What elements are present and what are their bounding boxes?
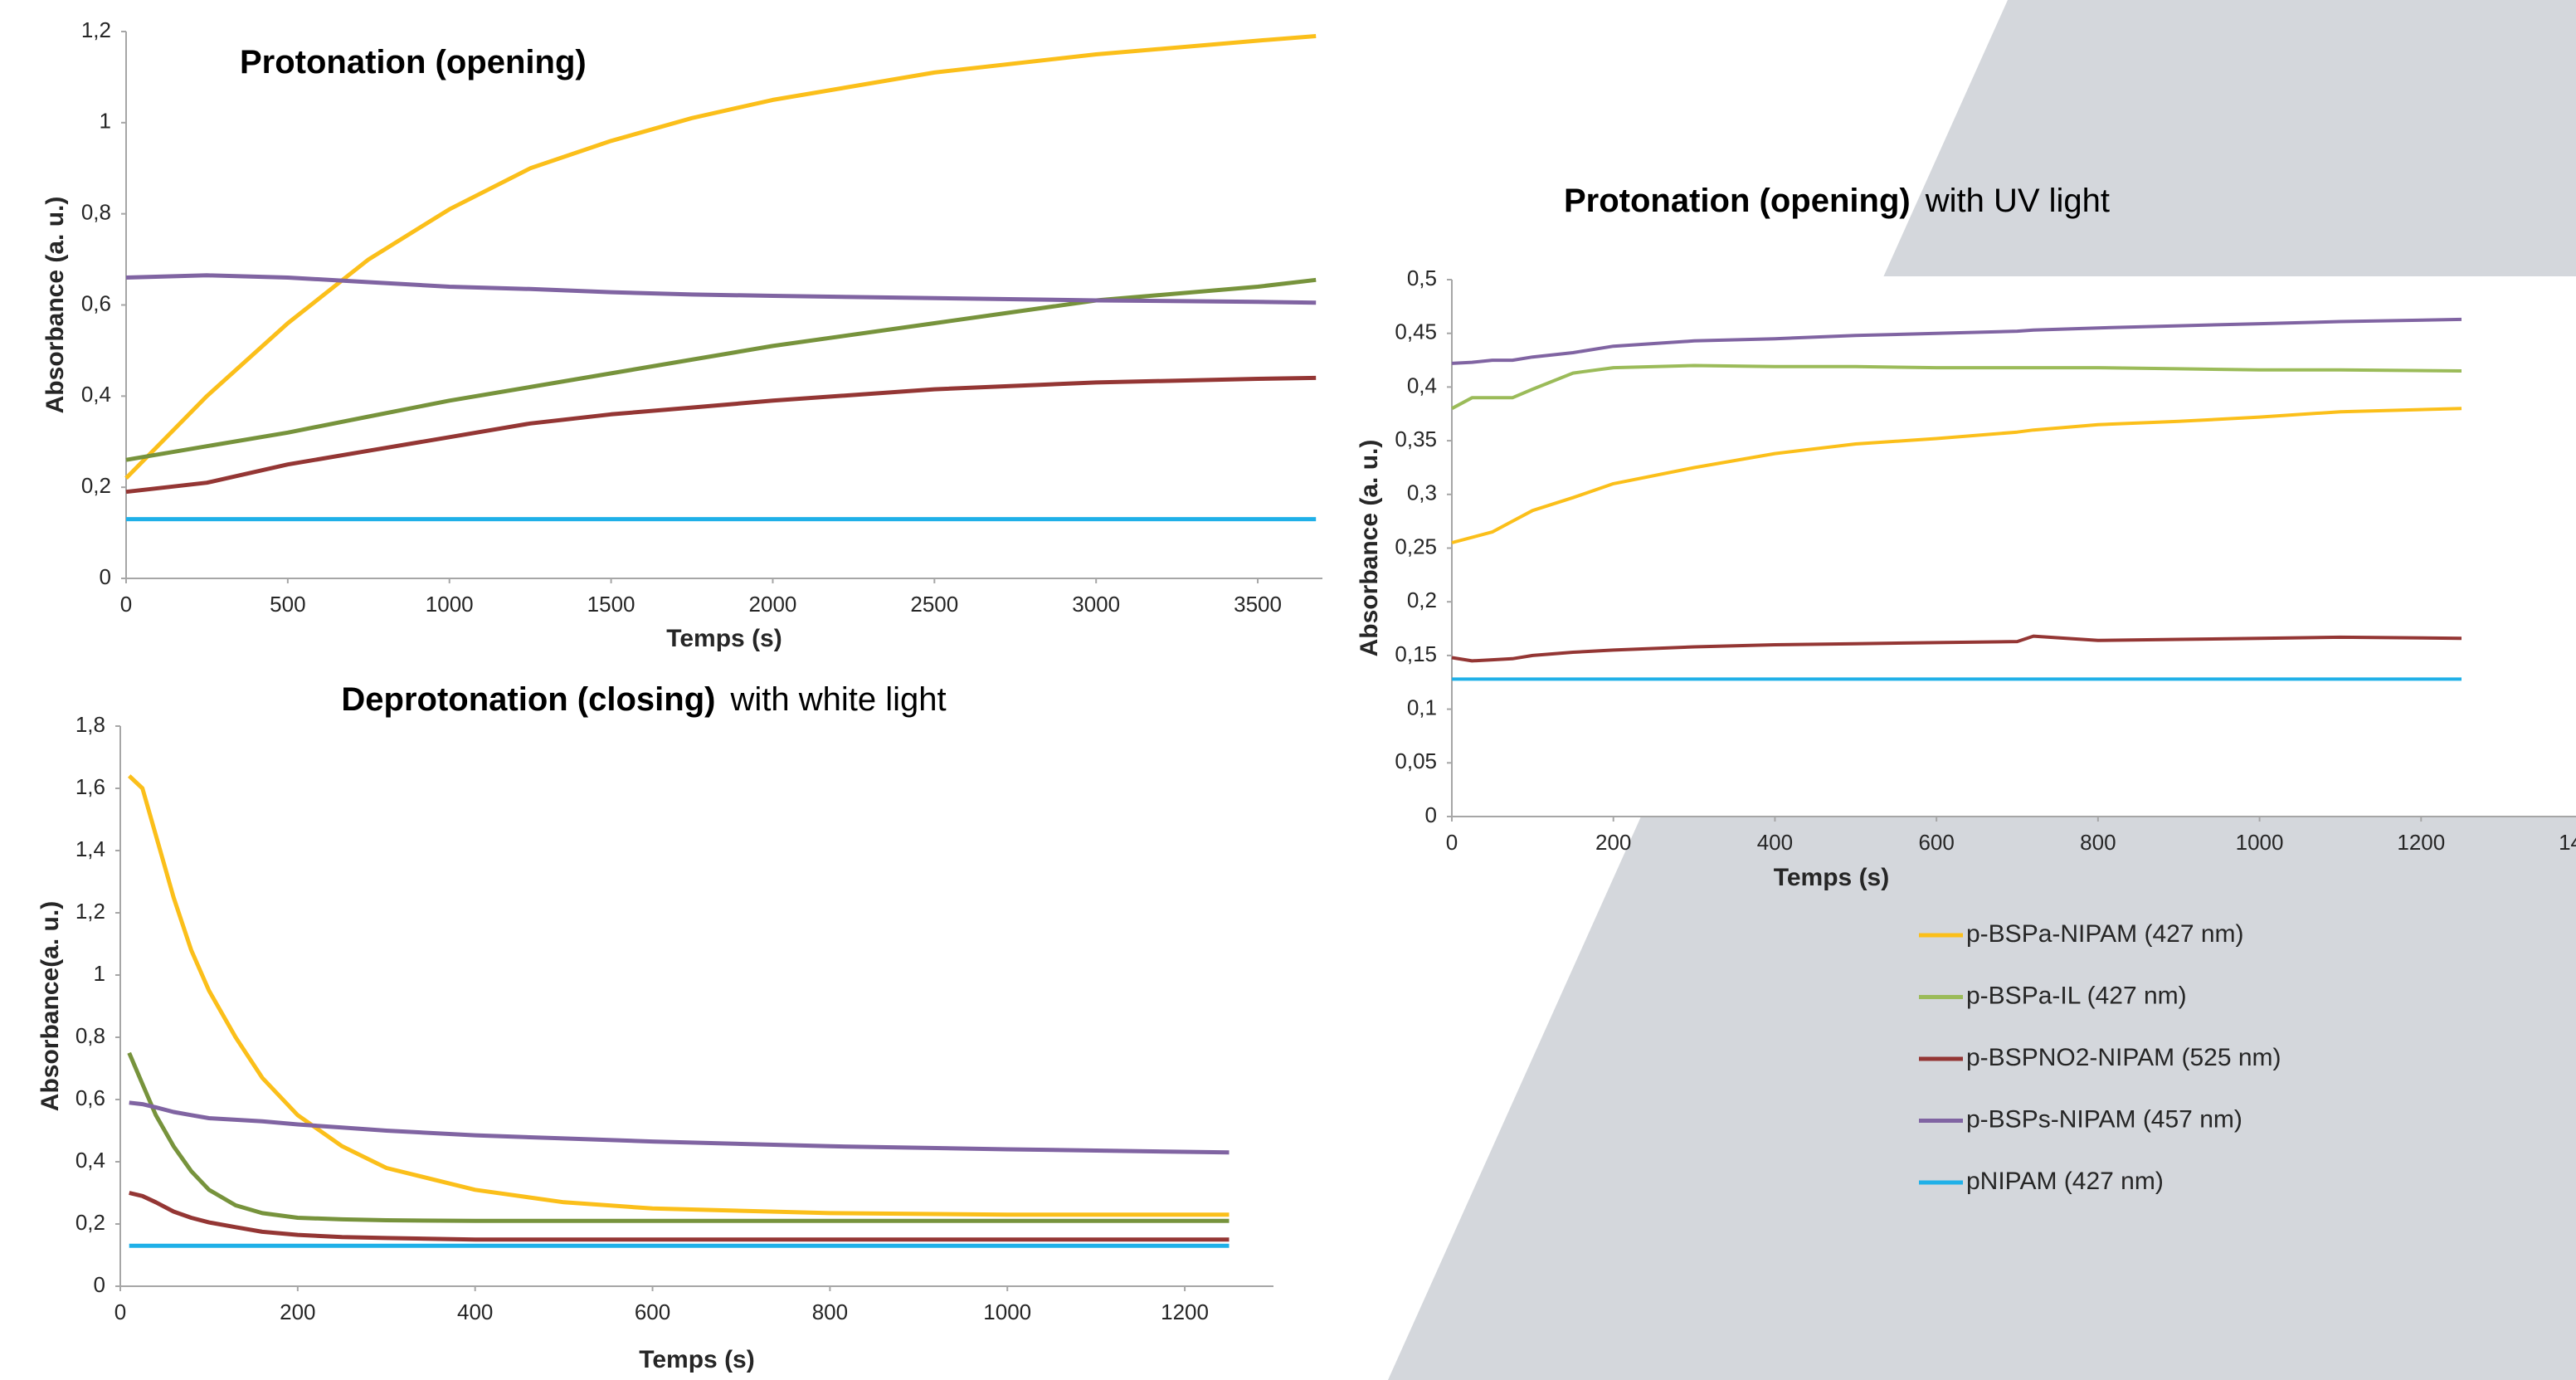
series-line xyxy=(125,277,1317,462)
series-line xyxy=(1451,363,2462,411)
x-tick-label: 200 xyxy=(1595,830,1631,855)
y-axis-label: Absorbance (a. u.) xyxy=(41,197,69,414)
y-tick-label: 1,8 xyxy=(75,712,105,737)
title-sub: with white light xyxy=(729,681,946,718)
chart-title: Deprotonation (closing) with white light xyxy=(341,681,946,718)
y-tick-label: 0,8 xyxy=(81,200,111,225)
y-tick-label: 0,6 xyxy=(75,1085,105,1110)
x-tick-label: 1200 xyxy=(1161,1300,1209,1324)
y-tick-label: 0,2 xyxy=(81,473,111,498)
x-tick-label: 1500 xyxy=(587,592,635,617)
y-tick-label: 1,6 xyxy=(75,774,105,799)
series-line xyxy=(1451,407,2462,544)
title-sub: with UV light xyxy=(1925,183,2110,219)
x-tick-label: 0 xyxy=(114,1300,126,1324)
y-tick-label: 1 xyxy=(94,961,105,986)
y-tick-label: 0,1 xyxy=(1407,695,1437,719)
y-tick-label: 1,4 xyxy=(75,836,105,861)
legend-label: p-BSPa-NIPAM (427 nm) xyxy=(1966,920,2244,948)
series-line xyxy=(129,1100,1230,1155)
y-tick-label: 1 xyxy=(100,109,111,134)
series-line xyxy=(127,774,1230,1217)
x-tick-label: 3000 xyxy=(1072,592,1120,617)
x-axis-label: Temps (s) xyxy=(639,1346,754,1373)
x-tick-label: 1000 xyxy=(426,592,474,617)
x-tick-label: 3500 xyxy=(1234,592,1282,617)
y-tick-label: 1,2 xyxy=(75,899,105,924)
chart-title: Protonation (opening) with UV light xyxy=(1564,183,2110,219)
x-axis-label: Temps (s) xyxy=(1774,864,1889,891)
y-tick-label: 0,6 xyxy=(81,290,111,315)
series-line xyxy=(129,1191,1230,1242)
series-line xyxy=(1451,317,2462,365)
x-tick-label: 2000 xyxy=(749,592,797,617)
x-tick-label: 2500 xyxy=(910,592,958,617)
legend-label: p-BSPa-IL (427 nm) xyxy=(1966,982,2187,1009)
x-tick-label: 1400 xyxy=(2559,830,2576,855)
x-tick-label: 800 xyxy=(812,1300,848,1324)
x-tick-label: 1000 xyxy=(2236,830,2284,855)
x-tick-label: 400 xyxy=(457,1300,493,1324)
y-tick-label: 0,05 xyxy=(1395,749,1437,773)
y-tick-label: 0,5 xyxy=(1407,266,1437,290)
x-tick-label: 600 xyxy=(1918,830,1954,855)
y-tick-label: 0,15 xyxy=(1395,641,1437,666)
x-tick-label: 1000 xyxy=(983,1300,1031,1324)
x-axis-label: Temps (s) xyxy=(666,625,782,652)
y-tick-label: 0,4 xyxy=(1407,373,1437,397)
y-tick-label: 0 xyxy=(100,564,111,589)
title-main: Protonation (opening) xyxy=(240,44,587,80)
series-line xyxy=(125,273,1317,305)
x-tick-label: 1200 xyxy=(2397,830,2445,855)
series-line xyxy=(125,375,1317,495)
y-tick-label: 0,35 xyxy=(1395,427,1437,451)
y-tick-label: 1,2 xyxy=(81,17,111,42)
legend-label: pNIPAM (427 nm) xyxy=(1966,1168,2164,1195)
y-tick-label: 0,45 xyxy=(1395,319,1437,344)
y-tick-label: 0,4 xyxy=(75,1148,105,1173)
y-tick-label: 0 xyxy=(94,1272,105,1297)
y-tick-label: 0,4 xyxy=(81,382,111,407)
x-tick-label: 800 xyxy=(2080,830,2116,855)
title-main: Protonation (opening) xyxy=(1564,183,1911,219)
x-tick-label: 600 xyxy=(635,1300,670,1324)
series-line xyxy=(124,34,1317,480)
series-line xyxy=(1451,634,2462,663)
x-tick-label: 400 xyxy=(1757,830,1793,855)
x-tick-label: 0 xyxy=(1446,830,1458,855)
y-tick-label: 0,3 xyxy=(1407,480,1437,505)
title-main: Deprotonation (closing) xyxy=(341,681,715,718)
y-tick-label: 0 xyxy=(1425,802,1437,827)
series-line xyxy=(127,1051,1230,1223)
y-tick-label: 0,2 xyxy=(75,1210,105,1235)
y-axis-label: Absorbance(a. u.) xyxy=(37,901,64,1111)
legend-label: p-BSPs-NIPAM (457 nm) xyxy=(1966,1105,2242,1133)
x-tick-label: 0 xyxy=(120,592,132,617)
x-tick-label: 500 xyxy=(270,592,305,617)
x-tick-label: 200 xyxy=(280,1300,315,1324)
y-tick-label: 0,2 xyxy=(1407,588,1437,612)
legend-label: p-BSPNO2-NIPAM (525 nm) xyxy=(1966,1044,2281,1071)
y-tick-label: 0,8 xyxy=(75,1023,105,1048)
y-tick-label: 0,25 xyxy=(1395,534,1437,558)
chart-title: Protonation (opening) xyxy=(240,44,587,80)
y-axis-label: Absorbance (a. u.) xyxy=(1356,440,1383,657)
